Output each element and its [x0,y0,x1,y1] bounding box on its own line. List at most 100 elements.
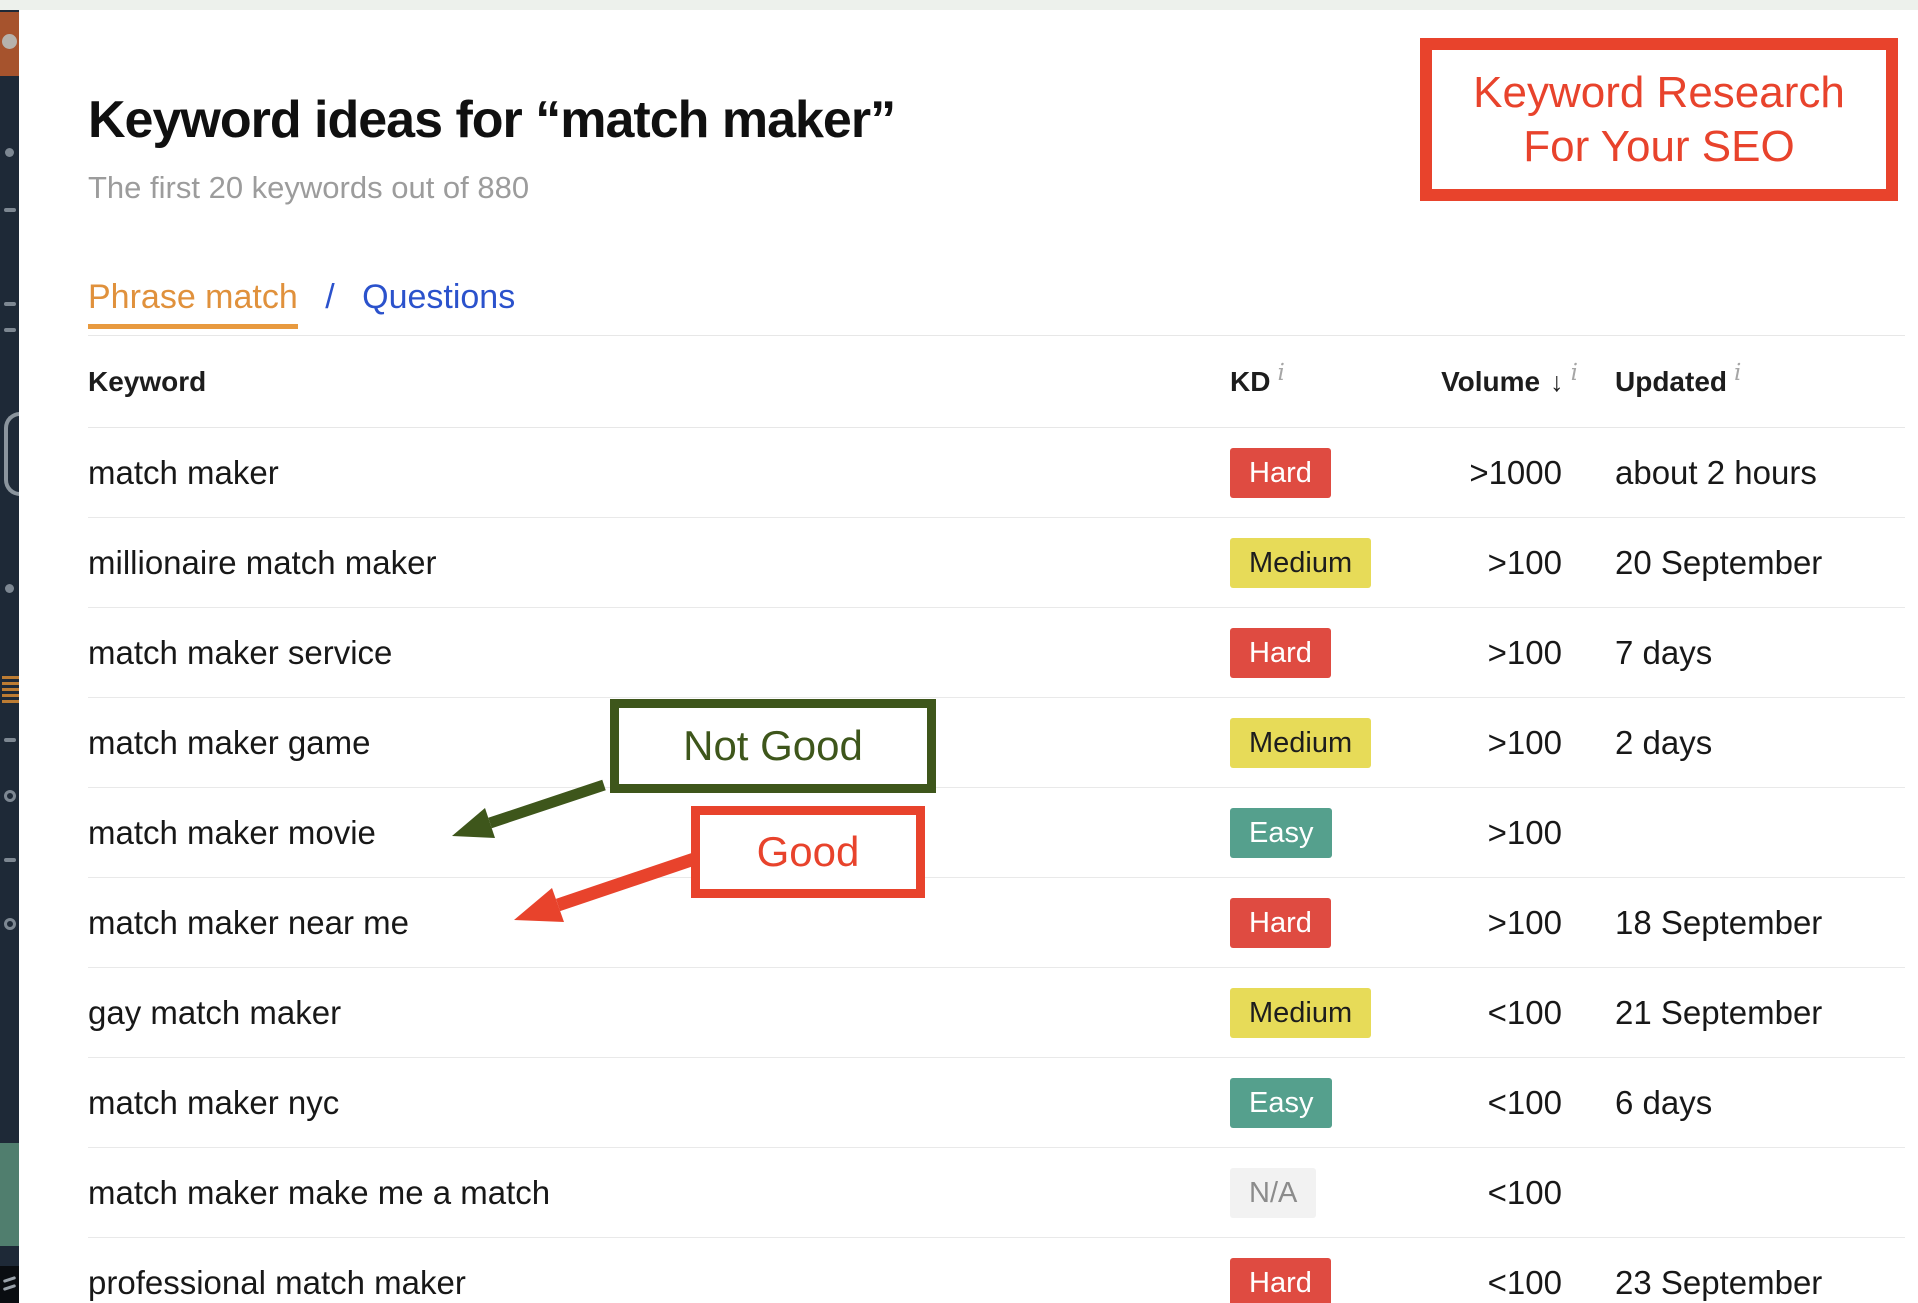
keyword-cell[interactable]: match maker near me [88,903,409,941]
table-row[interactable]: match maker nyc Easy <100 6 days [88,1058,1905,1148]
kd-badge: Medium [1230,537,1372,588]
headline-annotation: Keyword Research For Your SEO [1420,38,1898,201]
keyword-cell[interactable]: match maker movie [88,813,376,851]
kd-cell: Hard [1230,1257,1430,1303]
edge-decoration [4,302,16,306]
volume-cell: >1000 [1469,453,1562,491]
edge-decoration [4,738,16,742]
volume-cell: >100 [1487,633,1562,671]
edge-logo-glyph [2,34,17,49]
edge-menu-stripes [0,676,19,710]
updated-cell: 6 days [1615,1083,1713,1121]
background-page-edge [0,10,19,1303]
column-header-kd-label: KD [1230,365,1271,397]
volume-cell: <100 [1487,993,1562,1031]
sort-descending-icon[interactable]: ↓ [1550,366,1564,397]
table-row[interactable]: match maker near me Hard >100 18 Septemb… [88,878,1905,968]
volume-cell: >100 [1487,903,1562,941]
keyword-cell[interactable]: match maker [88,453,279,491]
table-row[interactable]: match maker game Medium >100 2 days [88,698,1905,788]
edge-decoration [4,790,16,802]
volume-cell: >100 [1487,813,1562,851]
keyword-cell[interactable]: millionaire match maker [88,543,437,581]
updated-cell: 21 September [1615,993,1823,1031]
kd-cell: Easy [1230,807,1430,858]
column-header-keyword[interactable]: Keyword [88,366,1230,398]
edge-decoration [5,148,14,157]
kd-badge: Easy [1230,807,1333,858]
updated-cell: 23 September [1615,1263,1823,1301]
edge-decoration [4,858,16,862]
kd-cell: N/A [1230,1167,1430,1218]
kd-cell: Hard [1230,897,1430,948]
info-icon[interactable]: i [1570,359,1578,386]
updated-cell: 18 September [1615,903,1823,941]
page-subtitle: The first 20 keywords out of 880 [88,170,530,205]
report-tabs: Phrase match / Questions [88,278,516,329]
not-good-annotation: Not Good [610,699,936,793]
updated-cell: about 2 hours [1615,453,1817,491]
keywords-table: Keyword KD i Volume ↓ i Updated i match make… [88,335,1905,1303]
keyword-cell[interactable]: match maker make me a match [88,1173,551,1211]
keyword-cell[interactable]: match maker service [88,633,393,671]
edge-decoration [4,328,16,332]
kd-cell: Easy [1230,1077,1430,1128]
keyword-cell[interactable]: match maker nyc [88,1083,340,1121]
volume-cell: >100 [1487,543,1562,581]
kd-badge: Medium [1230,717,1372,768]
edge-footer-block [0,1266,19,1303]
kd-cell: Hard [1230,447,1430,498]
good-annotation-label: Good [756,828,860,875]
info-icon[interactable]: i [1734,359,1742,386]
kd-cell: Medium [1230,537,1430,588]
kd-cell: Medium [1230,987,1430,1038]
volume-cell: <100 [1487,1173,1562,1211]
table-row[interactable]: match maker service Hard >100 7 days [88,608,1905,698]
table-row[interactable]: gay match maker Medium <100 21 September [88,968,1905,1058]
table-row[interactable]: match maker movie Easy >100 [88,788,1905,878]
column-header-kd[interactable]: KD i [1230,360,1430,398]
kd-badge: N/A [1230,1167,1317,1218]
tab-questions[interactable]: Questions [362,278,516,316]
column-header-updated[interactable]: Updated i [1578,360,1905,398]
edge-decoration [4,918,16,930]
column-header-updated-label: Updated [1615,365,1727,397]
kd-badge: Hard [1230,1257,1331,1303]
kd-cell: Medium [1230,717,1430,768]
tab-phrase-match[interactable]: Phrase match [88,278,298,329]
kd-badge: Easy [1230,1077,1333,1128]
table-row[interactable]: match maker Hard >1000 about 2 hours [88,428,1905,518]
updated-cell: 7 days [1615,633,1713,671]
keyword-cell[interactable]: professional match maker [88,1263,466,1301]
kd-badge: Medium [1230,987,1372,1038]
kd-badge: Hard [1230,897,1331,948]
tab-separator: / [325,278,335,316]
kd-badge: Hard [1230,627,1331,678]
volume-cell: >100 [1487,723,1562,761]
keyword-cell[interactable]: match maker game [88,723,371,761]
headline-annotation-line1: Keyword Research [1473,67,1845,117]
kd-badge: Hard [1230,447,1331,498]
updated-cell: 2 days [1615,723,1713,761]
table-header-row: Keyword KD i Volume ↓ i Updated i [88,335,1905,428]
kd-cell: Hard [1230,627,1430,678]
table-row[interactable]: millionaire match maker Medium >100 20 S… [88,518,1905,608]
edge-logo-block [0,12,19,76]
info-icon[interactable]: i [1277,359,1285,386]
column-header-volume-label: Volume [1441,365,1541,397]
good-annotation: Good [691,806,925,898]
table-body: match maker Hard >1000 about 2 hours mil… [88,428,1905,1303]
keyword-cell[interactable]: gay match maker [88,993,342,1031]
table-row[interactable]: professional match maker Hard <100 23 Se… [88,1238,1905,1303]
table-row[interactable]: match maker make me a match N/A <100 [88,1148,1905,1238]
volume-cell: <100 [1487,1083,1562,1121]
headline-annotation-line2: For Your SEO [1523,121,1795,171]
updated-cell: 20 September [1615,543,1823,581]
page-title: Keyword ideas for “match maker” [88,91,896,149]
edge-decoration [4,412,19,496]
column-header-volume[interactable]: Volume ↓ i [1430,360,1578,398]
edge-decoration [4,208,16,212]
edge-teal-block [0,1143,19,1246]
top-strip [0,0,1918,10]
